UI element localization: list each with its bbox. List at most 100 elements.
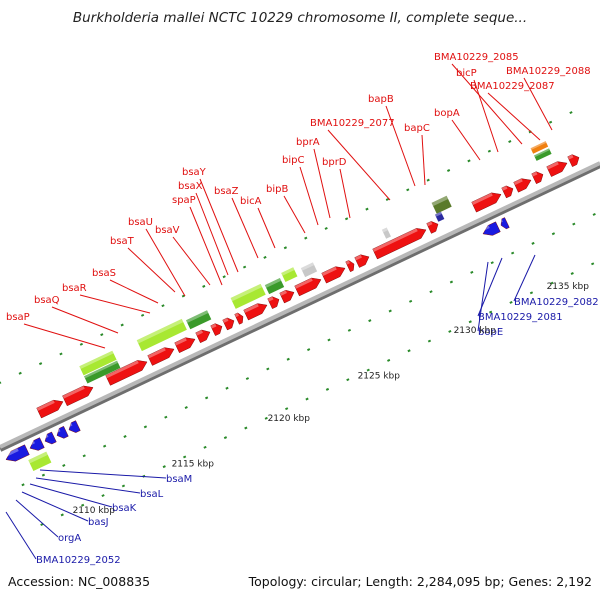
gene-label-top[interactable]: spaP [172, 195, 196, 206]
forward-gene-arrow-shape[interactable] [36, 397, 66, 419]
gene-label-bottom[interactable]: bsaL [140, 489, 164, 500]
gene-label-top[interactable]: bsaX [178, 181, 203, 192]
reverse-gene-arrow-shape[interactable] [43, 431, 57, 446]
feature-box[interactable] [530, 141, 549, 154]
gene-label-bottom[interactable]: orgA [58, 533, 81, 544]
forward-gene-arrow[interactable] [62, 383, 95, 407]
forward-gene-arrow-shape[interactable] [426, 219, 441, 234]
feature-box[interactable] [28, 451, 52, 472]
forward-gene-arrow-shape[interactable] [501, 184, 516, 199]
forward-gene-arrow-shape[interactable] [279, 287, 297, 304]
reverse-gene-arrow[interactable] [27, 437, 45, 454]
feature-box[interactable] [431, 195, 452, 214]
feature-box-shape[interactable] [281, 267, 298, 283]
gene-label-bottom[interactable]: basJ [88, 517, 109, 528]
forward-gene-arrow-shape[interactable] [471, 189, 504, 213]
forward-gene-arrow-shape[interactable] [531, 170, 546, 184]
feature-box-shape[interactable] [534, 148, 552, 161]
gene-label-top[interactable]: bopA [434, 108, 460, 119]
gene-label-top[interactable]: bipC [282, 155, 304, 166]
gene-label-bottom[interactable]: BMA10229_2052 [36, 555, 121, 566]
reverse-gene-arrow[interactable] [54, 426, 69, 440]
gene-label-top[interactable]: bprD [322, 157, 347, 168]
forward-gene-arrow-shape[interactable] [567, 152, 582, 167]
gene-label-top[interactable]: bsaP [6, 312, 30, 323]
reverse-gene-arrow-shape[interactable] [4, 444, 30, 465]
feature-box[interactable] [79, 350, 117, 376]
forward-gene-arrow-shape[interactable] [234, 312, 246, 325]
forward-gene-arrow[interactable] [501, 184, 516, 199]
gene-label-top[interactable]: bipB [266, 184, 288, 195]
reverse-gene-arrow-shape[interactable] [67, 420, 81, 435]
gene-label-top[interactable]: bapC [404, 123, 430, 134]
feature-box[interactable] [434, 211, 445, 222]
gene-label-bottom[interactable]: bopE [478, 327, 503, 338]
feature-box-shape[interactable] [230, 283, 266, 309]
feature-box[interactable] [230, 283, 266, 309]
forward-gene-arrow[interactable] [345, 259, 357, 273]
gene-label-top[interactable]: bicA [240, 196, 262, 207]
forward-gene-arrow[interactable] [426, 219, 441, 234]
forward-gene-arrow-shape[interactable] [321, 263, 348, 284]
feature-box[interactable] [84, 360, 121, 384]
reverse-gene-arrow-shape[interactable] [28, 437, 45, 454]
forward-gene-arrow-shape[interactable] [546, 158, 570, 177]
gene-label-top[interactable]: bicP [456, 68, 477, 79]
feature-box-shape[interactable] [434, 211, 445, 222]
forward-gene-arrow-shape[interactable] [243, 300, 270, 321]
reverse-gene-arrow[interactable] [42, 431, 57, 446]
feature-box-shape[interactable] [300, 262, 318, 278]
forward-gene-arrow[interactable] [36, 397, 66, 419]
feature-box[interactable] [281, 267, 298, 283]
gene-label-top[interactable]: bsaQ [34, 295, 60, 306]
forward-gene-arrow-shape[interactable] [174, 334, 198, 353]
reverse-gene-arrow-shape[interactable] [481, 221, 501, 239]
forward-gene-arrow-shape[interactable] [222, 316, 237, 331]
feature-box[interactable] [264, 278, 285, 295]
gene-label-top[interactable]: BMA10229_2077 [310, 118, 395, 129]
forward-gene-arrow[interactable] [471, 189, 504, 213]
forward-gene-arrow-shape[interactable] [513, 175, 534, 193]
forward-gene-arrow[interactable] [222, 316, 237, 331]
forward-gene-arrow-shape[interactable] [62, 383, 95, 407]
feature-box-shape[interactable] [431, 195, 452, 214]
feature-box-shape[interactable] [530, 141, 549, 154]
forward-gene-arrow-shape[interactable] [294, 275, 324, 297]
forward-gene-arrow[interactable] [267, 294, 282, 309]
reverse-gene-arrow[interactable] [3, 444, 30, 465]
forward-gene-arrow-shape[interactable] [195, 327, 213, 344]
gene-label-top[interactable]: bsaZ [214, 186, 239, 197]
gene-label-bottom[interactable]: bsaK [112, 503, 137, 514]
feature-box-shape[interactable] [28, 451, 52, 472]
forward-gene-arrow-shape[interactable] [345, 259, 357, 273]
forward-gene-arrow[interactable] [513, 175, 534, 193]
forward-gene-arrow[interactable] [372, 225, 429, 260]
feature-box[interactable] [136, 318, 187, 352]
feature-box[interactable] [186, 310, 212, 330]
feature-box[interactable] [381, 227, 391, 239]
feature-box-shape[interactable] [264, 278, 285, 295]
forward-gene-arrow[interactable] [243, 300, 270, 321]
gene-label-top[interactable]: BMA10229_2085 [434, 52, 519, 63]
forward-gene-arrow[interactable] [321, 263, 348, 284]
forward-gene-arrow[interactable] [294, 275, 324, 297]
forward-gene-arrow[interactable] [531, 170, 546, 184]
feature-box[interactable] [534, 148, 552, 161]
gene-label-top[interactable]: BMA10229_2087 [470, 81, 555, 92]
reverse-gene-arrow[interactable] [498, 217, 510, 231]
forward-gene-arrow[interactable] [354, 252, 372, 268]
forward-gene-arrow[interactable] [147, 344, 177, 366]
feature-box-shape[interactable] [381, 227, 391, 239]
forward-gene-arrow[interactable] [567, 152, 582, 167]
forward-gene-arrow-shape[interactable] [105, 357, 150, 386]
gene-label-top[interactable]: bsaV [155, 225, 180, 236]
reverse-gene-arrow-shape[interactable] [499, 217, 510, 231]
gene-label-bottom[interactable]: BMA10229_2082 [514, 297, 599, 308]
gene-label-top[interactable]: bsaR [62, 283, 87, 294]
forward-gene-arrow[interactable] [105, 357, 150, 386]
gene-label-top[interactable]: bapB [368, 94, 394, 105]
forward-gene-arrow-shape[interactable] [354, 252, 372, 268]
forward-gene-arrow[interactable] [279, 287, 297, 304]
gene-label-bottom[interactable]: bsaM [166, 474, 192, 485]
